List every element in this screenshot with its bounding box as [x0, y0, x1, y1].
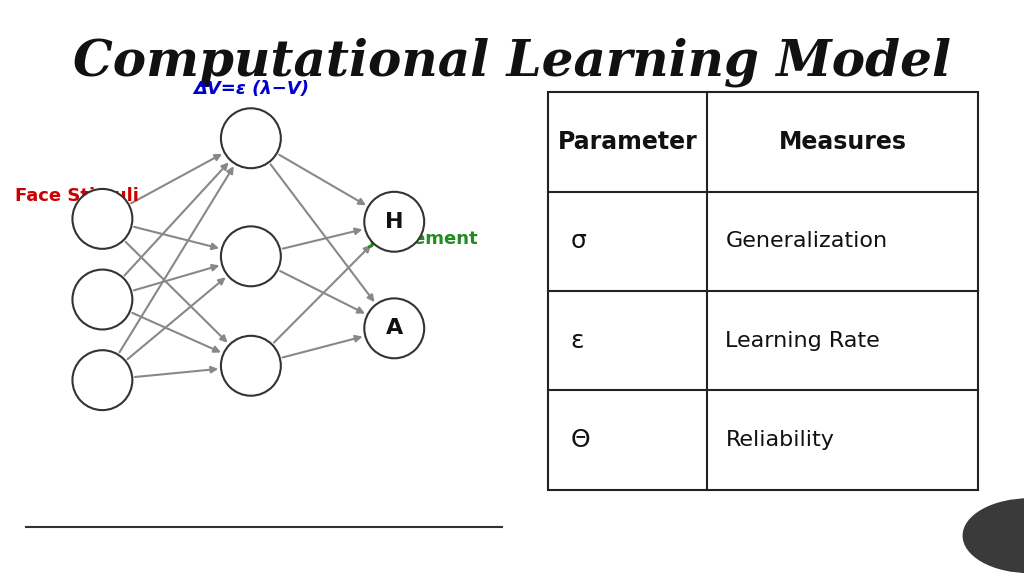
- Ellipse shape: [73, 189, 132, 249]
- Ellipse shape: [365, 298, 424, 358]
- Text: Learning Rate: Learning Rate: [725, 331, 881, 351]
- Ellipse shape: [365, 192, 424, 252]
- Text: Judgement: Judgement: [369, 230, 478, 248]
- Bar: [548, 92, 978, 490]
- Text: Computational Learning Model: Computational Learning Model: [73, 37, 951, 87]
- Text: σ: σ: [570, 229, 587, 253]
- Text: Generalization: Generalization: [725, 231, 888, 251]
- Text: ΔV=ε (λ−V): ΔV=ε (λ−V): [193, 80, 309, 98]
- Ellipse shape: [221, 108, 281, 168]
- Ellipse shape: [73, 350, 132, 410]
- Ellipse shape: [73, 270, 132, 329]
- Text: A: A: [386, 319, 402, 338]
- Text: Θ: Θ: [570, 428, 590, 452]
- Text: ε: ε: [570, 328, 584, 353]
- Text: Measures: Measures: [778, 130, 906, 154]
- Ellipse shape: [221, 226, 281, 286]
- Text: Parameter: Parameter: [557, 130, 697, 154]
- Ellipse shape: [221, 336, 281, 396]
- Text: Face Stimuli: Face Stimuli: [15, 187, 138, 205]
- Text: H: H: [385, 212, 403, 232]
- Text: Reliability: Reliability: [725, 430, 835, 450]
- Circle shape: [963, 498, 1024, 573]
